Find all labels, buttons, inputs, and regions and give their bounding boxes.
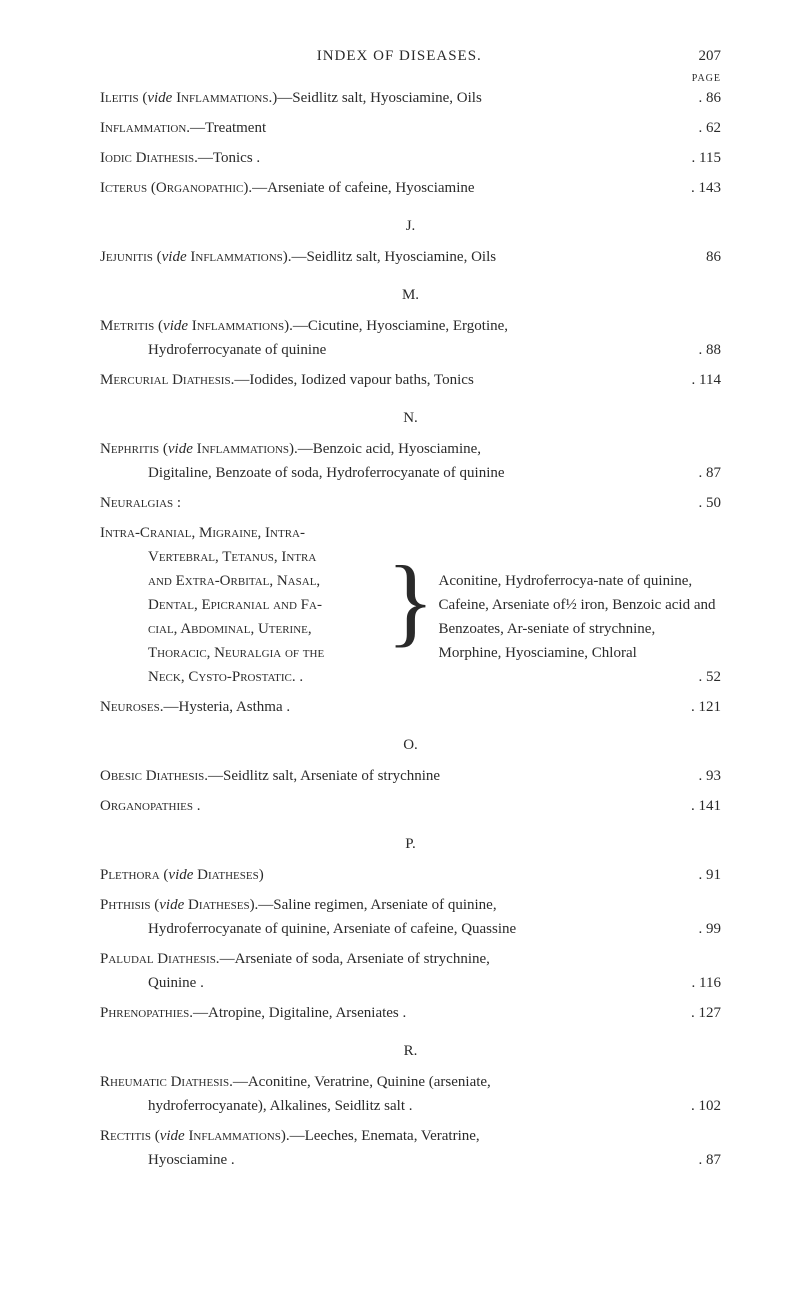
entry-text: Neuroses.—Hysteria, Asthma . bbox=[100, 695, 683, 719]
index-entry: Metritis (vide Inflammations).—Cicutine,… bbox=[100, 314, 721, 362]
grouped-left-terms: Intra-Cranial, Migraine, Intra- Vertebra… bbox=[100, 521, 383, 689]
entry-page: . 143 bbox=[683, 176, 721, 200]
header-title: INDEX OF DISEASES. bbox=[317, 48, 482, 65]
entry-line: Rheumatic Diathesis.—Aconitine, Veratrin… bbox=[100, 1070, 721, 1094]
entry-page: 86 bbox=[698, 245, 721, 269]
section-o: Obesic Diathesis.—Seidlitz salt, Arsenia… bbox=[100, 764, 721, 818]
grouped-line: Neck, Cysto-Prostatic. . bbox=[100, 665, 383, 689]
entry-page: . 99 bbox=[691, 917, 722, 941]
page-column-label: PAGE bbox=[100, 73, 721, 84]
entry-text: Iodic Diathesis.—Tonics . bbox=[100, 146, 684, 170]
index-entry: Icterus (Organopathic).—Arseniate of caf… bbox=[100, 176, 721, 200]
index-entry: Plethora (vide Diatheses) . 91 bbox=[100, 863, 721, 887]
section-n: Nephritis (vide Inflammations).—Benzoic … bbox=[100, 437, 721, 719]
entry-page: . 87 bbox=[691, 461, 722, 485]
index-entry: Paludal Diathesis.—Arseniate of soda, Ar… bbox=[100, 947, 721, 995]
section-m: Metritis (vide Inflammations).—Cicutine,… bbox=[100, 314, 721, 392]
entry-continuation: hydroferrocyanate), Alkalines, Seidlitz … bbox=[100, 1094, 683, 1118]
entry-continuation: Hydroferrocyanate of quinine, Arseniate … bbox=[100, 917, 691, 941]
index-entry: Iodic Diathesis.—Tonics . . 115 bbox=[100, 146, 721, 170]
entry-page: . 121 bbox=[683, 695, 721, 719]
section-letter-r: R. bbox=[100, 1043, 721, 1060]
index-entry: Neuralgias : . 50 bbox=[100, 491, 721, 515]
index-entry: Rectitis (vide Inflammations).—Leeches, … bbox=[100, 1124, 721, 1172]
entry-continuation: Hydroferrocyanate of quinine bbox=[100, 338, 691, 362]
page-content: INDEX OF DISEASES. 207 PAGE Ileitis (vid… bbox=[100, 48, 721, 1172]
grouped-right-text: Aconitine, Hydroferrocya-nate of quinine… bbox=[439, 521, 722, 689]
index-entry: Ileitis (vide Inflammations.)—Seidlitz s… bbox=[100, 86, 721, 110]
index-entry: Mercurial Diathesis.—Iodides, Iodized va… bbox=[100, 368, 721, 392]
entry-text: Ileitis (vide Inflammations.)—Seidlitz s… bbox=[100, 86, 691, 110]
entry-continuation: Hyosciamine . bbox=[100, 1148, 691, 1172]
page-header: INDEX OF DISEASES. 207 bbox=[100, 48, 721, 65]
index-entry: Phthisis (vide Diatheses).—Saline regime… bbox=[100, 893, 721, 941]
entry-text: Plethora (vide Diatheses) bbox=[100, 863, 691, 887]
section-letter-o: O. bbox=[100, 737, 721, 754]
index-entry: Neuroses.—Hysteria, Asthma . . 121 bbox=[100, 695, 721, 719]
grouped-index-entry: Intra-Cranial, Migraine, Intra- Vertebra… bbox=[100, 521, 721, 689]
entry-page: . 102 bbox=[683, 1094, 721, 1118]
index-entry: Inflammation.—Treatment . 62 bbox=[100, 116, 721, 140]
header-page-number: 207 bbox=[699, 48, 722, 65]
grouped-line: Vertebral, Tetanus, Intra bbox=[100, 545, 383, 569]
entry-page: . 87 bbox=[691, 1148, 722, 1172]
entry-line: Paludal Diathesis.—Arseniate of soda, Ar… bbox=[100, 947, 721, 971]
entry-page: . 93 bbox=[691, 764, 722, 788]
entry-text: Phrenopathies.—Atropine, Digitaline, Ars… bbox=[100, 1001, 683, 1025]
entry-continuation-row: Digitaline, Benzoate of soda, Hydroferro… bbox=[100, 461, 721, 485]
brace-icon: } bbox=[383, 521, 439, 689]
section-initial: Ileitis (vide Inflammations.)—Seidlitz s… bbox=[100, 86, 721, 200]
grouped-line: and Extra-Orbital, Nasal, bbox=[100, 569, 383, 593]
entry-text: Jejunitis (vide Inflammations).—Seidlitz… bbox=[100, 245, 698, 269]
entry-page: . 86 bbox=[691, 86, 722, 110]
section-letter-n: N. bbox=[100, 410, 721, 427]
section-letter-m: M. bbox=[100, 287, 721, 304]
grouped-description: Aconitine, Hydroferrocya-nate of quinine… bbox=[439, 569, 722, 665]
grouped-line: Thoracic, Neuralgia of the bbox=[100, 641, 383, 665]
entry-page: . 114 bbox=[684, 368, 721, 392]
entry-line: Nephritis (vide Inflammations).—Benzoic … bbox=[100, 437, 721, 461]
entry-page: . 50 bbox=[691, 491, 722, 515]
entry-continuation-row: hydroferrocyanate), Alkalines, Seidlitz … bbox=[100, 1094, 721, 1118]
entry-continuation-row: Hydroferrocyanate of quinine, Arseniate … bbox=[100, 917, 721, 941]
entry-text: Inflammation.—Treatment bbox=[100, 116, 691, 140]
entry-line: Metritis (vide Inflammations).—Cicutine,… bbox=[100, 314, 721, 338]
entry-page: . 127 bbox=[683, 1001, 721, 1025]
entry-continuation: Digitaline, Benzoate of soda, Hydroferro… bbox=[100, 461, 691, 485]
grouped-line: cial, Abdominal, Uterine, bbox=[100, 617, 383, 641]
entry-text: Organopathies . bbox=[100, 794, 683, 818]
entry-page: . 52 bbox=[691, 665, 722, 689]
entry-text: Icterus (Organopathic).—Arseniate of caf… bbox=[100, 176, 683, 200]
index-entry: Phrenopathies.—Atropine, Digitaline, Ars… bbox=[100, 1001, 721, 1025]
entry-continuation: Quinine . bbox=[100, 971, 684, 995]
section-letter-j: J. bbox=[100, 218, 721, 235]
entry-page: . 141 bbox=[683, 794, 721, 818]
entry-page: . 88 bbox=[691, 338, 722, 362]
entry-continuation-row: Hydroferrocyanate of quinine . 88 bbox=[100, 338, 721, 362]
section-letter-p: P. bbox=[100, 836, 721, 853]
section-j: Jejunitis (vide Inflammations).—Seidlitz… bbox=[100, 245, 721, 269]
section-p: Plethora (vide Diatheses) . 91 Phthisis … bbox=[100, 863, 721, 1025]
entry-line: Phthisis (vide Diatheses).—Saline regime… bbox=[100, 893, 721, 917]
grouped-line: Intra-Cranial, Migraine, Intra- bbox=[100, 521, 383, 545]
entry-page: . 116 bbox=[684, 971, 721, 995]
entry-continuation-row: Quinine . . 116 bbox=[100, 971, 721, 995]
entry-text: Obesic Diathesis.—Seidlitz salt, Arsenia… bbox=[100, 764, 691, 788]
entry-page: . 91 bbox=[691, 863, 722, 887]
index-entry: Rheumatic Diathesis.—Aconitine, Veratrin… bbox=[100, 1070, 721, 1118]
index-entry: Obesic Diathesis.—Seidlitz salt, Arsenia… bbox=[100, 764, 721, 788]
entry-text: Mercurial Diathesis.—Iodides, Iodized va… bbox=[100, 368, 684, 392]
entry-page: . 62 bbox=[691, 116, 722, 140]
entry-text: Neuralgias : bbox=[100, 491, 691, 515]
grouped-line: Dental, Epicranial and Fa- bbox=[100, 593, 383, 617]
grouped-page-row: . 52 bbox=[439, 665, 722, 689]
entry-continuation-row: Hyosciamine . . 87 bbox=[100, 1148, 721, 1172]
entry-page: . 115 bbox=[684, 146, 721, 170]
index-entry: Nephritis (vide Inflammations).—Benzoic … bbox=[100, 437, 721, 485]
section-r: Rheumatic Diathesis.—Aconitine, Veratrin… bbox=[100, 1070, 721, 1172]
entry-line: Rectitis (vide Inflammations).—Leeches, … bbox=[100, 1124, 721, 1148]
index-entry: Organopathies . . 141 bbox=[100, 794, 721, 818]
index-entry: Jejunitis (vide Inflammations).—Seidlitz… bbox=[100, 245, 721, 269]
